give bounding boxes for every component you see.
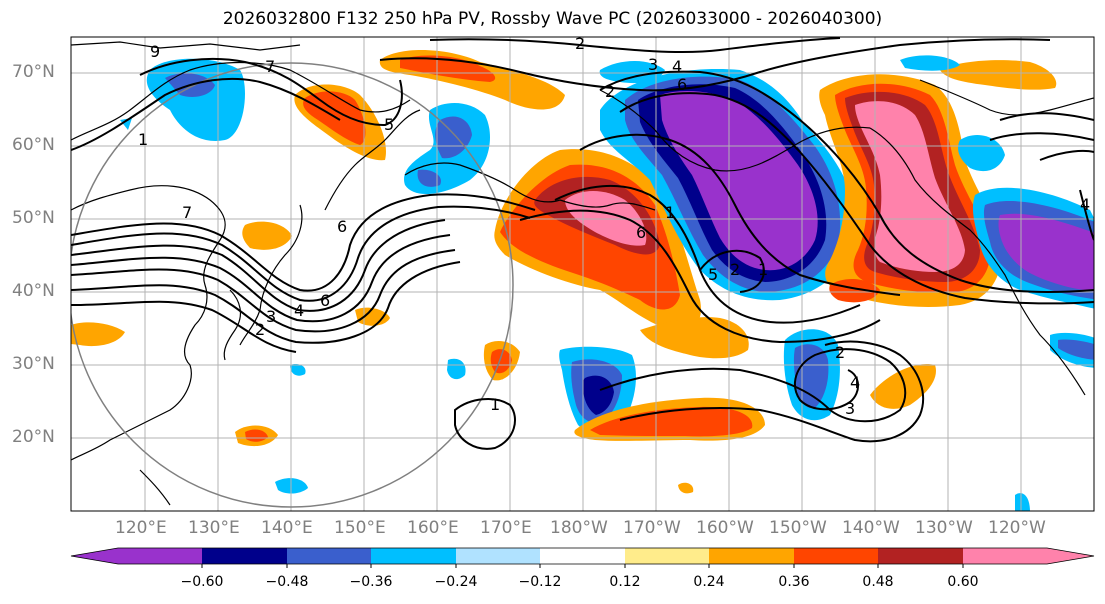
colorbar-segment [709,548,794,564]
lon-label: 140°E [261,518,313,538]
contour-label: 4 [672,57,682,76]
colorbar-tick-label: 0.60 [947,574,979,590]
colorbar-segment [456,548,540,564]
contour-label: 1 [138,130,148,149]
colorbar-extend-min [71,548,118,564]
contour-label: 1 [758,260,768,279]
contour-label: 1 [665,203,675,222]
colorbar-segment [287,548,371,564]
lon-label: 160°E [407,518,459,538]
contour-label: 2 [605,82,615,101]
lon-label: 180°W [550,518,608,538]
colorbar-segment [371,548,456,564]
contour-label: 4 [294,301,304,320]
colorbar-segment [202,548,287,564]
contour-label: 2 [835,343,845,362]
lat-label: 30°N [12,354,55,374]
plot-frame [70,36,1095,512]
lon-label: 150°E [334,518,386,538]
lon-label: 150°W [769,518,827,538]
lon-label: 170°W [623,518,681,538]
contour-label: 4 [1080,195,1090,214]
colorbar-extend-max [1047,548,1094,564]
contour-label: 5 [708,265,718,284]
lat-label: 60°N [12,135,55,155]
colorbar-tick-label: 0.12 [609,574,641,590]
contour-label: 2 [575,34,585,53]
colorbar-tick-label: −0.48 [265,574,309,590]
plot-area: 2 3 4 6 9 7 5 1 6 2 3 4 6 1 6 5 2 1 2 3 … [71,34,1094,511]
map-title: 2026032800 F132 250 hPa PV, Rossby Wave … [222,9,883,29]
contour-label: 7 [265,57,275,76]
lon-label: 160°W [696,518,754,538]
lon-label: 130°E [188,518,240,538]
contour-label: 9 [150,42,160,61]
lon-label: 130°W [915,518,973,538]
contour-label: 6 [636,223,646,242]
pv-contours [71,37,1094,450]
contour-label: 3 [845,399,855,418]
contour-label: 6 [677,75,687,94]
contour-label: 2 [255,320,265,339]
radius-circle [71,62,514,508]
contour-label: 2 [730,260,740,279]
lat-label: 50°N [12,208,55,228]
contour-label: 6 [337,217,347,236]
contour-label: 3 [648,55,658,74]
colorbar-tick-label: 0.48 [862,574,894,590]
contour-labels: 2 3 4 6 9 7 5 1 6 2 3 4 6 1 6 5 2 1 2 3 … [138,34,1090,418]
lon-label: 120°E [115,518,167,538]
pv-anomaly-shading [71,50,1094,511]
contour-label: 3 [266,307,276,326]
contour-label: 6 [320,291,330,310]
lat-label: 40°N [12,281,55,301]
colorbar-tick-label: −0.12 [518,574,562,590]
contour-label: 1 [490,395,500,414]
lon-label: 120°W [988,518,1046,538]
colorbar-segment [794,548,878,564]
colorbar-segment [878,548,963,564]
colorbar-segment [963,548,1047,564]
contour-label: 5 [384,115,394,134]
lat-label: 20°N [12,427,55,447]
graticule [71,37,1094,511]
colorbar-tick-label: −0.24 [434,574,478,590]
colorbar-segment [118,548,202,564]
colorbar-tick-label: −0.60 [180,574,224,590]
colorbar-tick-label: 0.36 [778,574,810,590]
colorbar-segment [540,548,625,564]
lon-label: 170°E [480,518,532,538]
lon-label: 140°W [842,518,900,538]
colorbar-tick-label: 0.24 [693,574,725,590]
colorbar-tick-label: −0.36 [349,574,393,590]
colorbar-segment [625,548,709,564]
contour-label: 4 [850,373,860,392]
contour-label: 7 [182,203,192,222]
lat-label: 70°N [12,62,55,82]
colorbar-outline [70,547,1095,565]
colorbar [70,547,1095,568]
